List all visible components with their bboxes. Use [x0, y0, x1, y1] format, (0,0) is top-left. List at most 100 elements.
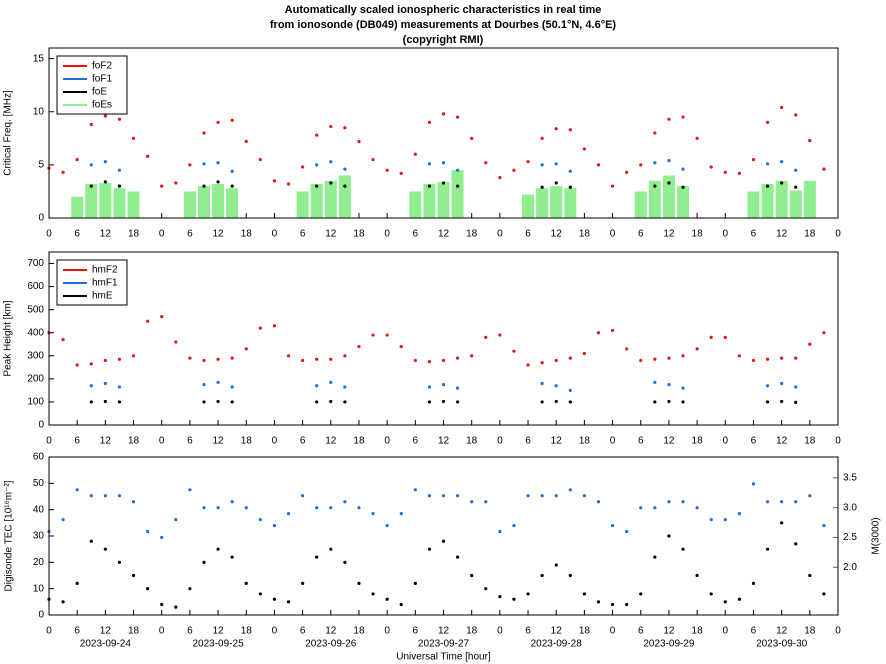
- x-tick-label: 18: [241, 626, 253, 637]
- point: [653, 400, 657, 404]
- bar: [113, 188, 126, 218]
- point: [554, 384, 558, 388]
- plot-frame: [48, 251, 839, 426]
- x-tick-label: 12: [663, 229, 675, 240]
- point: [695, 136, 699, 140]
- point: [751, 581, 756, 586]
- legend-label: hmE: [92, 291, 113, 302]
- point: [765, 384, 770, 388]
- x-tick-label: 0: [159, 229, 165, 240]
- point: [737, 597, 741, 601]
- bar: [310, 184, 323, 218]
- point: [117, 385, 122, 389]
- x-tick-label: 0: [610, 626, 616, 637]
- point: [484, 500, 488, 504]
- x-tick-label: 12: [213, 229, 225, 240]
- x-tick-label: 0: [46, 229, 52, 240]
- bar: [761, 184, 774, 218]
- point: [568, 169, 572, 173]
- y2-tick-label: 3.0: [843, 502, 857, 513]
- point: [357, 581, 361, 586]
- x-tick-label: 6: [300, 436, 306, 447]
- bar: [127, 191, 140, 218]
- x-tick-label: 18: [579, 229, 591, 240]
- point: [455, 555, 460, 559]
- point: [455, 386, 460, 390]
- point: [808, 494, 812, 498]
- point: [780, 381, 784, 386]
- point: [427, 400, 432, 404]
- y-tick-label: 5: [38, 160, 44, 171]
- x-tick-label: 6: [751, 626, 757, 637]
- date-label: 2023-09-29: [643, 639, 695, 650]
- point: [89, 400, 93, 404]
- point: [780, 521, 784, 525]
- point: [765, 500, 770, 504]
- point: [765, 400, 770, 404]
- point: [117, 560, 122, 564]
- point: [216, 547, 220, 551]
- point: [568, 388, 572, 392]
- y-tick-label: 200: [27, 374, 44, 385]
- point: [413, 152, 417, 156]
- title-line: (copyright RMI): [403, 34, 484, 46]
- x-tick-label: 0: [610, 436, 616, 447]
- x-tick-label: 6: [187, 436, 193, 447]
- point: [794, 185, 798, 189]
- point: [484, 335, 488, 339]
- x-tick-label: 0: [159, 436, 165, 447]
- point: [188, 587, 192, 591]
- point: [357, 506, 361, 510]
- bar: [71, 196, 84, 218]
- point: [399, 602, 403, 607]
- point: [131, 136, 136, 140]
- y-tick-label: 500: [27, 304, 44, 315]
- point: [89, 362, 93, 366]
- y-tick-label: 15: [33, 53, 45, 64]
- point: [794, 385, 798, 389]
- point: [89, 384, 93, 388]
- point: [329, 125, 333, 129]
- point: [526, 160, 530, 164]
- legend-label: foF2: [92, 61, 112, 72]
- x-tick-label: 6: [413, 229, 419, 240]
- point: [723, 335, 727, 339]
- x-tick-label: 0: [497, 229, 503, 240]
- point: [582, 494, 586, 498]
- point: [343, 385, 347, 389]
- point: [315, 506, 319, 510]
- point: [484, 587, 488, 591]
- date-label: 2023-09-24: [80, 639, 132, 650]
- point: [582, 351, 586, 356]
- point: [540, 400, 544, 404]
- plot-frame: [48, 47, 839, 219]
- point: [540, 185, 544, 189]
- x-tick-label: 12: [551, 229, 563, 240]
- x-tick-label: 6: [525, 626, 531, 637]
- point: [315, 357, 319, 361]
- point: [188, 488, 192, 492]
- point: [160, 314, 164, 319]
- point: [568, 128, 572, 132]
- point: [723, 518, 727, 522]
- plot-frame: [48, 456, 839, 616]
- point: [681, 167, 685, 171]
- point: [596, 600, 601, 604]
- x-tick-label: 12: [213, 436, 225, 447]
- point: [103, 381, 107, 386]
- bar: [423, 184, 436, 218]
- point: [230, 555, 234, 559]
- point: [667, 500, 671, 504]
- point: [89, 163, 93, 167]
- x-tick-label: 12: [100, 436, 112, 447]
- point: [653, 357, 657, 361]
- point: [146, 154, 150, 158]
- x-tick-label: 12: [663, 436, 675, 447]
- x-tick-label: 6: [751, 436, 757, 447]
- point: [103, 358, 107, 363]
- point: [582, 592, 586, 596]
- point: [117, 400, 122, 404]
- point: [780, 356, 784, 360]
- x-tick-label: 18: [241, 436, 253, 447]
- point: [329, 399, 333, 404]
